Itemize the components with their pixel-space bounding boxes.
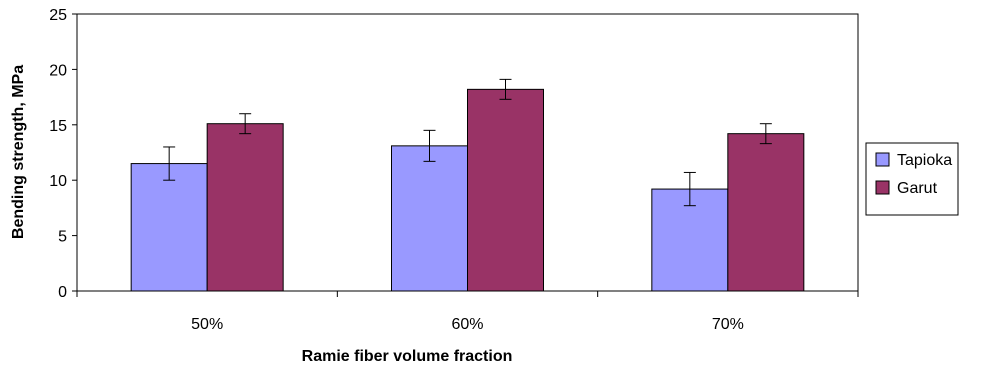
y-tick-label: 0 [58, 284, 67, 301]
x-tick-label: 50% [191, 316, 223, 333]
y-tick-label: 15 [49, 118, 67, 135]
bar-garut [727, 133, 805, 292]
legend-label-tapioka: Tapioka [897, 152, 952, 169]
bar-garut [206, 123, 284, 292]
bar-tapioka [130, 163, 208, 292]
error-bars [163, 78, 772, 207]
y-tick-label: 20 [49, 62, 67, 79]
y-axis: 0 5 10 15 20 25 [49, 7, 77, 301]
y-axis-title: Bending strength, MPa [10, 65, 27, 239]
x-axis-title: Ramie fiber volume fraction [302, 348, 513, 365]
x-tick-label: 60% [451, 316, 483, 333]
x-axis: 50% 60% 70% [76, 291, 859, 333]
legend-label-garut: Garut [897, 180, 938, 197]
y-tick-label: 10 [49, 173, 67, 190]
x-tick-label: 70% [712, 316, 744, 333]
bar-tapioka [391, 145, 468, 292]
bars [130, 88, 805, 292]
y-tick-label: 25 [49, 7, 67, 24]
legend-swatch-garut [875, 180, 890, 195]
bar-garut [467, 88, 544, 292]
legend-swatch-tapioka [875, 152, 890, 167]
y-tick-label: 5 [58, 229, 67, 246]
legend: Tapioka Garut [865, 142, 959, 216]
